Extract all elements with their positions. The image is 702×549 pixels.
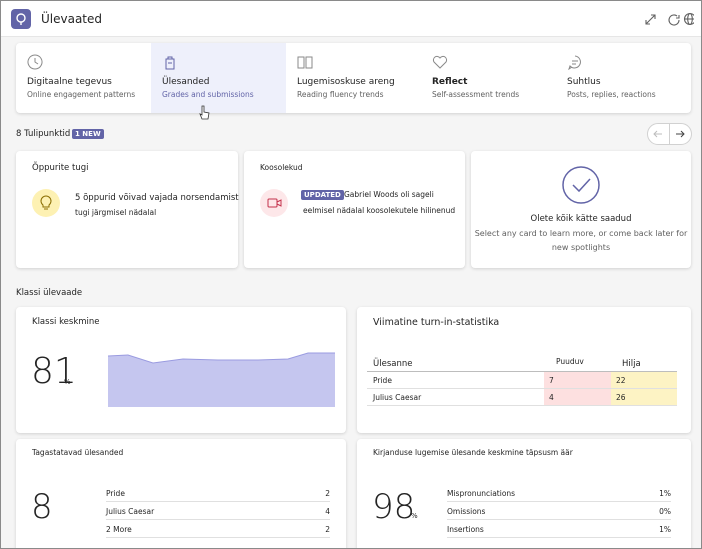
row-rule bbox=[367, 405, 677, 406]
card-title: Koosolekud bbox=[260, 163, 303, 172]
tab-subtitle: Online engagement patterns bbox=[27, 90, 136, 99]
row-rule bbox=[106, 501, 330, 502]
card-text: eelmisel nädalal koosolekutele hilinenud bbox=[303, 206, 456, 215]
app-icon bbox=[11, 9, 31, 29]
video-icon bbox=[260, 189, 288, 217]
column-header: Ülesanne bbox=[373, 359, 413, 369]
tab-icon bbox=[568, 55, 581, 70]
average-unit: % bbox=[64, 378, 71, 386]
turnin-card[interactable] bbox=[357, 307, 691, 433]
tab-subtitle: Grades and submissions bbox=[162, 90, 254, 99]
column-header: Puuduv bbox=[556, 357, 584, 366]
average-value: 81 bbox=[31, 351, 77, 392]
row-value: 2 bbox=[325, 525, 330, 534]
row-rule bbox=[367, 388, 677, 389]
accuracy-unit: % bbox=[411, 512, 418, 520]
accuracy-card[interactable] bbox=[357, 439, 691, 548]
header-rule bbox=[367, 371, 677, 372]
spotlight-card bbox=[471, 151, 691, 268]
app-title: Ülevaated bbox=[41, 12, 103, 26]
row-rule bbox=[106, 537, 330, 538]
cursor bbox=[199, 105, 210, 120]
card-title: Klassi keskmine bbox=[32, 317, 100, 327]
card-title: Tagastatavad ülesanded bbox=[32, 448, 124, 457]
row-rule bbox=[106, 519, 330, 520]
tab-title: Ülesanded bbox=[162, 77, 210, 87]
card-text: 5 õppurid võivad vajada norsendamist bbox=[75, 193, 239, 203]
card-text: Select any card to learn more, or come b… bbox=[474, 229, 688, 238]
column-header: Hilja bbox=[622, 359, 641, 369]
row-label: Julius Caesar bbox=[373, 393, 422, 402]
row-rule bbox=[447, 537, 671, 538]
tab-subtitle: Self-assessment trends bbox=[432, 90, 520, 99]
late-cell bbox=[611, 372, 677, 389]
missing-cell bbox=[544, 372, 611, 389]
row-rule bbox=[447, 519, 671, 520]
bulb-icon bbox=[32, 189, 60, 217]
tab-title: Suhtlus bbox=[567, 77, 601, 87]
row-rule bbox=[447, 501, 671, 502]
row-label: Julius Caesar bbox=[106, 507, 155, 516]
late-value: 22 bbox=[616, 376, 626, 385]
row-value: 1% bbox=[659, 489, 671, 498]
tab-icon bbox=[297, 56, 313, 69]
header bbox=[1, 1, 701, 37]
row-label: Pride bbox=[106, 489, 125, 498]
late-value: 26 bbox=[616, 393, 626, 402]
overview-label: Klassi ülevaade bbox=[16, 288, 83, 298]
nav-arrows[interactable] bbox=[647, 123, 692, 145]
tab-title: Digitaalne tegevus bbox=[27, 77, 112, 87]
missing-cell bbox=[544, 389, 611, 406]
tab-icon bbox=[165, 56, 175, 70]
late-cell bbox=[611, 389, 677, 406]
missing-value: 4 bbox=[549, 393, 554, 402]
tab-selected-bg bbox=[151, 43, 286, 113]
card-text: Gabriel Woods oli sageli bbox=[344, 190, 434, 199]
returnable-value: 8 bbox=[31, 487, 53, 527]
trend-sparkline bbox=[108, 352, 335, 407]
returnable-card[interactable] bbox=[16, 439, 346, 548]
updated-badge: UPDATED bbox=[301, 190, 344, 200]
card-title: Viimatine turn-in-statistika bbox=[373, 317, 500, 328]
tab-subtitle: Reading fluency trends bbox=[297, 90, 384, 99]
tab-strip bbox=[16, 43, 691, 113]
row-value: 2 bbox=[325, 489, 330, 498]
card-title: Õppurite tugi bbox=[32, 163, 89, 173]
header-actions[interactable] bbox=[644, 12, 694, 26]
card-text: tugi järgmisel nädalal bbox=[75, 208, 157, 217]
tab-icon bbox=[432, 55, 448, 69]
card-text: new spotlights bbox=[551, 243, 611, 252]
row-value: 1% bbox=[659, 525, 671, 534]
tab-title: Reflect bbox=[432, 77, 468, 87]
row-value: 0% bbox=[659, 507, 671, 516]
accuracy-value: 98 bbox=[372, 487, 416, 527]
card-title: Olete kõik kätte saadud bbox=[530, 214, 632, 224]
check-icon bbox=[562, 166, 600, 204]
row-label: Mispronunciations bbox=[447, 489, 516, 498]
tab-subtitle: Posts, replies, reactions bbox=[567, 90, 656, 99]
row-label: Pride bbox=[373, 376, 392, 385]
card-title: Kirjanduse lugemise ülesande keskmine tä… bbox=[373, 448, 573, 457]
missing-value: 7 bbox=[549, 376, 554, 385]
row-value: 4 bbox=[325, 507, 330, 516]
spotlights-label: 8 Tulipunktid bbox=[16, 129, 71, 139]
row-label: Omissions bbox=[447, 507, 486, 516]
row-label: Insertions bbox=[447, 525, 484, 534]
tab-icon bbox=[27, 54, 43, 70]
new-badge: 1 NEW bbox=[72, 129, 104, 139]
row-label: 2 More bbox=[106, 525, 132, 534]
tab-title: Lugemisoskuse areng bbox=[297, 77, 395, 87]
